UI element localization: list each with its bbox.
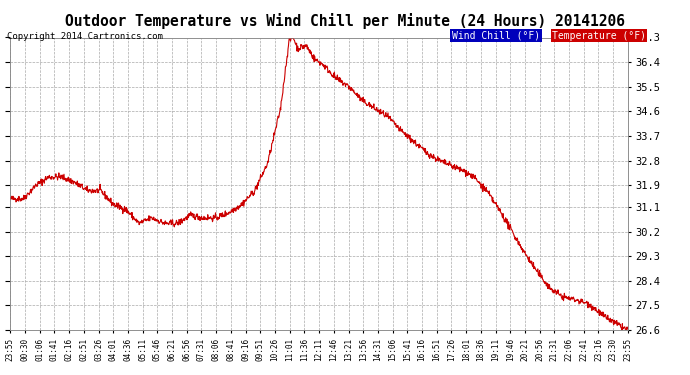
Text: Copyright 2014 Cartronics.com: Copyright 2014 Cartronics.com <box>7 32 163 41</box>
Text: Wind Chill (°F): Wind Chill (°F) <box>452 31 540 41</box>
Text: Temperature (°F): Temperature (°F) <box>552 31 646 41</box>
Text: Outdoor Temperature vs Wind Chill per Minute (24 Hours) 20141206: Outdoor Temperature vs Wind Chill per Mi… <box>65 13 625 29</box>
